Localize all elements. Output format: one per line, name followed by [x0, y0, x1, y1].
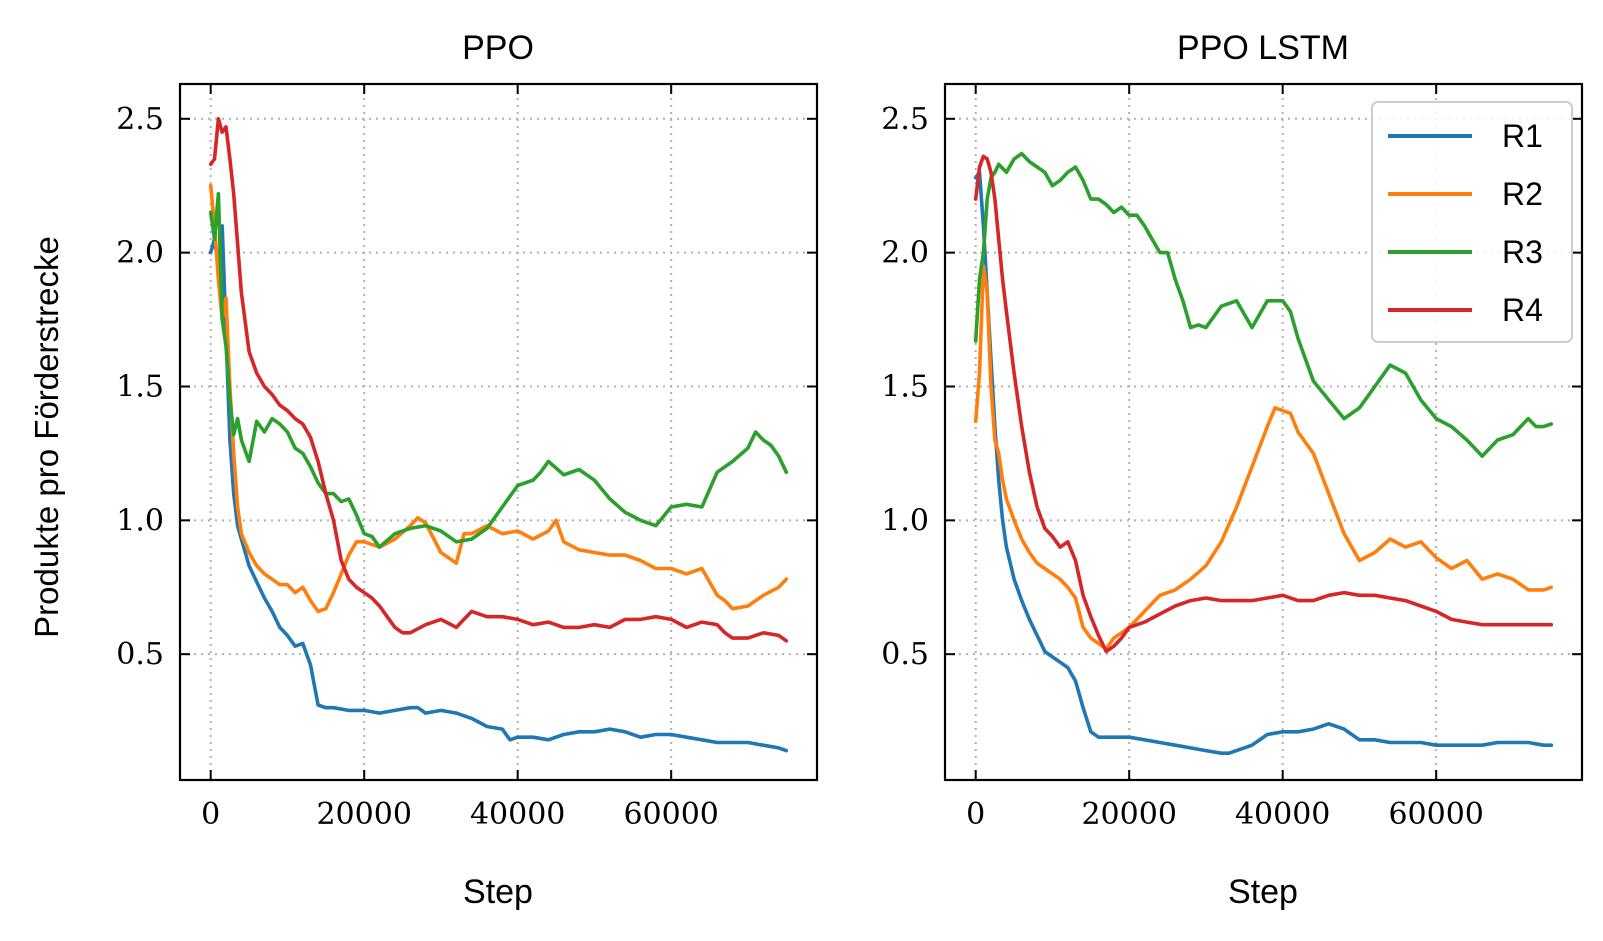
y-tick-label: 0.5 — [881, 637, 929, 672]
series-line-r2 — [208, 183, 789, 614]
chart-title: PPO LSTM — [1177, 29, 1349, 67]
series-line-r4 — [973, 154, 1554, 654]
x-tick-label: 20000 — [316, 797, 411, 832]
chart-title: PPO — [462, 29, 534, 67]
x-tick-label: 40000 — [470, 797, 565, 832]
y-tick-label: 1.0 — [881, 503, 929, 538]
x-tick-label: 60000 — [1388, 797, 1483, 832]
y-tick-label: 0.5 — [116, 637, 164, 672]
legend-label: R4 — [1502, 292, 1543, 328]
x-tick-label: 0 — [201, 797, 220, 832]
plot-frame — [178, 82, 819, 782]
legend: R1 R2 R3 R4 — [1371, 101, 1573, 343]
legend-box — [1371, 101, 1573, 343]
y-tick-label: 1.0 — [116, 503, 164, 538]
x-axis-label: Step — [1228, 873, 1298, 911]
axis-ticks: 0 20000 40000 60000 0.5 1.0 1.5 2.0 2.5 — [116, 84, 817, 832]
y-tick-label: 1.5 — [881, 369, 929, 404]
y-tick-label: 2.5 — [881, 102, 929, 137]
legend-label: R2 — [1502, 176, 1543, 212]
axis-ticks: 0 20000 40000 60000 0.5 1.0 1.5 2.0 2.5 — [881, 84, 1582, 832]
x-tick-label: 20000 — [1081, 797, 1176, 832]
y-axis-label: Produkte pro Förderstrecke — [28, 236, 65, 638]
legend-label: R3 — [1502, 234, 1543, 270]
y-tick-label: 1.5 — [116, 369, 164, 404]
series-line-r3 — [208, 192, 789, 549]
series-layer — [973, 151, 1554, 756]
x-tick-label: 60000 — [623, 797, 718, 832]
series-line-r4 — [208, 117, 789, 643]
series-layer — [208, 117, 789, 753]
y-tick-label: 2.5 — [116, 102, 164, 137]
plot-frame — [943, 82, 1584, 782]
series-line-r1 — [208, 224, 789, 753]
x-tick-label: 40000 — [1235, 797, 1330, 832]
series-line-r2 — [973, 264, 1554, 651]
chart-panel-ppo-lstm: 0 20000 40000 60000 0.5 1.0 1.5 2.0 2.5 PPO LSTM… — [881, 29, 1584, 911]
grid-lines — [180, 84, 817, 780]
x-axis-label: Step — [463, 873, 533, 911]
y-tick-label: 2.0 — [116, 236, 164, 271]
series-line-r3 — [973, 151, 1554, 458]
chart-panel-ppo: 0 20000 40000 60000 0.5 1.0 1.5 2.0 2.5 PPO Step — [116, 29, 819, 911]
x-tick-label: 0 — [966, 797, 985, 832]
legend-label: R1 — [1502, 118, 1543, 154]
y-tick-label: 2.0 — [881, 236, 929, 271]
series-line-r1 — [973, 170, 1554, 756]
